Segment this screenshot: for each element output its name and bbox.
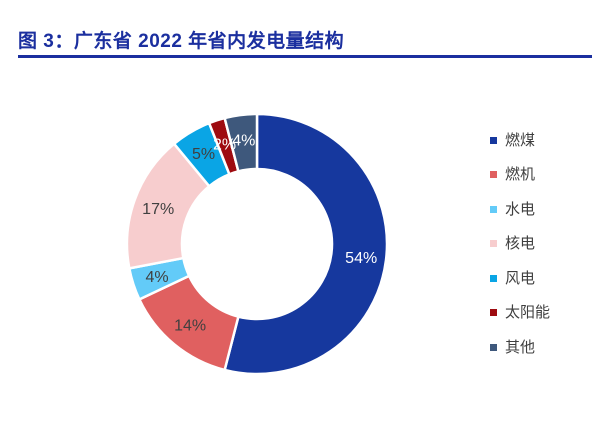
legend-label-other: 其他	[505, 338, 536, 356]
legend-label-nuclear: 核电	[505, 235, 536, 253]
legend-label-wind: 风电	[505, 269, 536, 287]
chart-legend: 燃煤 燃机 水电 核电 风电 太阳能 其他	[490, 123, 550, 365]
legend-item-hydro: 水电	[490, 192, 550, 227]
legend-swatch-other	[490, 343, 497, 351]
slice-label-wind: 5%	[192, 146, 215, 163]
slice-label-other: 4%	[232, 132, 255, 149]
legend-item-nuclear: 核电	[490, 227, 550, 262]
legend-swatch-nuclear	[490, 240, 497, 248]
legend-item-wind: 风电	[490, 261, 550, 296]
legend-swatch-hydro	[490, 205, 497, 213]
legend-swatch-wind	[490, 274, 497, 282]
figure-title: 图 3：广东省 2022 年省内发电量结构	[18, 31, 345, 52]
title-underline	[18, 55, 592, 58]
legend-label-coal: 燃煤	[505, 131, 536, 149]
legend-swatch-coal	[490, 136, 497, 144]
slice-label-gas-turbine: 14%	[174, 318, 206, 335]
legend-label-hydro: 水电	[505, 200, 536, 218]
legend-item-solar: 太阳能	[490, 296, 550, 331]
donut-slice-other	[223, 112, 259, 173]
legend-item-coal: 燃煤	[490, 123, 550, 158]
legend-item-gas-turbine: 燃机	[490, 158, 550, 193]
legend-swatch-solar	[490, 309, 497, 317]
donut-slice-coal	[223, 112, 389, 376]
legend-label-gas-turbine: 燃机	[505, 166, 536, 184]
legend-label-solar: 太阳能	[505, 304, 551, 322]
slice-label-solar: 2%	[213, 137, 236, 154]
slice-label-nuclear: 17%	[142, 201, 174, 218]
slice-label-coal: 54%	[345, 250, 377, 267]
slice-label-hydro: 4%	[146, 269, 169, 286]
legend-item-other: 其他	[490, 330, 550, 365]
legend-swatch-gas-turbine	[490, 171, 497, 179]
